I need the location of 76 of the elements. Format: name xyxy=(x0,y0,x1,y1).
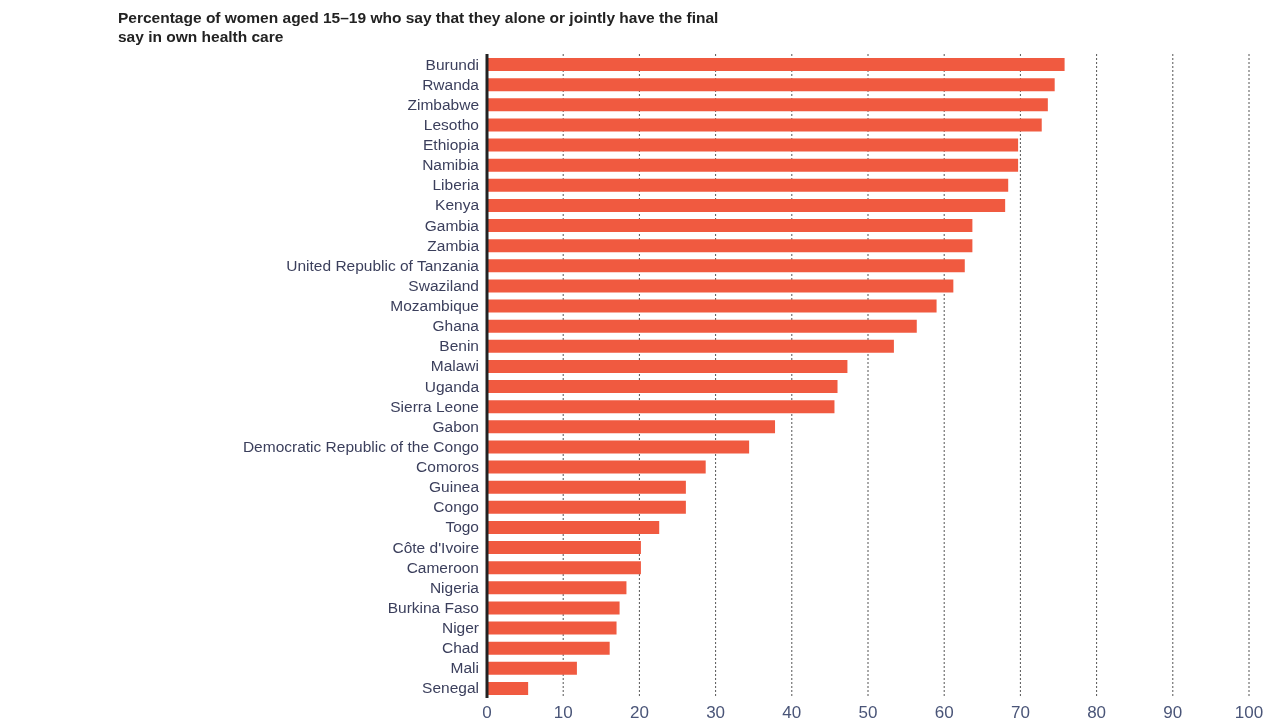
x-tick-label: 30 xyxy=(706,703,726,723)
y-tick-label: Zambia xyxy=(427,236,480,254)
y-tick-label: Senegal xyxy=(422,679,479,697)
bar xyxy=(487,641,610,655)
bar xyxy=(487,581,627,595)
bar xyxy=(487,561,641,575)
y-tick-label: Benin xyxy=(439,337,479,355)
bar xyxy=(487,661,577,675)
y-tick-label: Chad xyxy=(441,639,479,657)
y-tick-label: Cameroon xyxy=(406,558,479,576)
x-tick-label: 60 xyxy=(934,703,954,723)
x-tick-label: 40 xyxy=(782,703,802,723)
y-tick-label: Uganda xyxy=(424,377,480,395)
y-tick-label: Namibia xyxy=(422,156,480,174)
y-tick-label: Burkina Faso xyxy=(387,598,479,616)
bar xyxy=(487,98,1048,112)
bar xyxy=(487,198,1006,212)
bar xyxy=(487,279,954,293)
y-tick-label: Ghana xyxy=(432,317,480,335)
y-tick-label: Niger xyxy=(441,619,479,637)
bar xyxy=(487,681,529,695)
bar xyxy=(487,440,750,454)
x-tick-label: 50 xyxy=(858,703,878,723)
bar xyxy=(487,359,848,373)
bar xyxy=(487,259,965,273)
y-tick-label: Zimbabwe xyxy=(407,95,479,113)
y-tick-label: Sierra Leone xyxy=(390,397,479,415)
bar xyxy=(487,541,641,554)
bar xyxy=(487,239,973,253)
bar xyxy=(487,58,1065,71)
bar xyxy=(487,219,973,232)
y-tick-label: United Republic of Tanzania xyxy=(286,256,480,274)
y-tick-label: Kenya xyxy=(435,196,480,214)
y-tick-label: Côte d'Ivoire xyxy=(392,538,479,556)
y-tick-label: Mali xyxy=(450,659,479,677)
bar xyxy=(487,420,776,434)
y-tick-label: Gambia xyxy=(424,216,480,234)
bar xyxy=(487,158,1019,172)
chart-title: Percentage of women aged 15–19 who say that they alone or jointly have the final say in own health care xyxy=(118,8,720,46)
x-tick-label: 80 xyxy=(1087,703,1107,723)
bar xyxy=(487,299,937,313)
bar xyxy=(487,601,620,615)
bar xyxy=(487,339,894,353)
bar xyxy=(487,460,706,474)
bar xyxy=(487,500,686,514)
y-tick-label: Nigeria xyxy=(429,578,480,596)
y-tick-label: Gabon xyxy=(432,417,479,435)
bar xyxy=(487,480,686,494)
y-tick-label: Togo xyxy=(445,518,479,536)
y-tick-label: Mozambique xyxy=(390,297,479,315)
bar xyxy=(487,400,835,414)
y-tick-label: Democratic Republic of the Congo xyxy=(242,437,479,455)
x-tick-label: 20 xyxy=(629,703,649,723)
y-tick-label: Lesotho xyxy=(423,115,479,133)
y-tick-label: Swaziland xyxy=(408,276,479,294)
x-tick-label: 0 xyxy=(482,703,492,723)
x-tick-label: 10 xyxy=(553,703,573,723)
bar xyxy=(487,520,660,534)
y-tick-label: Comoros xyxy=(416,458,480,476)
y-tick-label: Ethiopia xyxy=(422,136,480,154)
x-tick-label: 70 xyxy=(1010,703,1030,723)
x-tick-label: 90 xyxy=(1163,703,1183,723)
y-tick-label: Malawi xyxy=(430,357,479,375)
y-tick-label: Congo xyxy=(433,498,479,516)
x-tick-label: 100 xyxy=(1234,703,1264,723)
bar xyxy=(487,178,1009,192)
bar xyxy=(487,380,838,393)
y-tick-label: Rwanda xyxy=(422,75,480,93)
bar xyxy=(487,118,1042,132)
bar xyxy=(487,621,617,635)
y-tick-label: Guinea xyxy=(429,478,480,496)
bar xyxy=(487,78,1055,92)
y-tick-label: Burundi xyxy=(425,55,479,73)
bar xyxy=(487,138,1019,152)
y-tick-label: Liberia xyxy=(432,176,480,194)
bar xyxy=(487,319,917,333)
